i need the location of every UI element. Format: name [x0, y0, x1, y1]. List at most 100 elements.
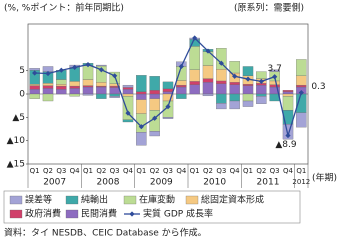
x-tick-label: Q3	[270, 167, 280, 175]
x-tick-label: Q2	[43, 167, 53, 175]
bar-segment	[122, 89, 134, 95]
bar-segment	[82, 93, 94, 96]
gdp-marker	[98, 67, 104, 73]
gdp-marker	[245, 76, 251, 82]
gdp-marker	[138, 124, 144, 130]
bar-segment	[189, 69, 200, 82]
bar-segment	[242, 93, 254, 102]
bar-segment	[136, 91, 147, 95]
gdp-marker	[285, 132, 291, 139]
bar-segment	[269, 69, 280, 72]
legend-swatch	[65, 209, 79, 219]
legend-swatch	[9, 209, 23, 219]
bar-segment	[42, 88, 54, 95]
bar-segment	[189, 46, 200, 70]
bar-segment	[136, 93, 147, 100]
bar-segment	[229, 61, 240, 74]
gdp-marker	[125, 110, 131, 116]
gdp-marker	[178, 63, 184, 70]
gdp-marker	[298, 90, 304, 96]
gdp-marker	[85, 62, 91, 68]
x-tick-label: Q2	[256, 167, 266, 175]
bar-segment	[176, 80, 187, 86]
bar-segment	[149, 131, 160, 137]
bar-segment	[269, 84, 280, 88]
x-tick-label: Q4	[123, 167, 134, 175]
bar-segment	[29, 93, 40, 99]
x-tick-label: Q2	[150, 167, 160, 175]
bar-segment	[162, 117, 174, 119]
annotation: 3.7	[268, 64, 282, 74]
bar-segment	[282, 96, 294, 111]
bar-segment	[122, 93, 134, 97]
bar-segment	[42, 66, 54, 72]
annotation: 0.3	[311, 82, 325, 92]
year-label: 2012	[292, 178, 310, 186]
y-tick-label: ▲10	[7, 136, 26, 146]
x-tick-label: Q4	[70, 167, 81, 175]
gdp-marker	[232, 73, 238, 79]
x-tick-label: Q1	[296, 167, 306, 175]
x-tick-label: Q1	[83, 167, 93, 175]
bar-segment	[189, 81, 200, 85]
bar-segment	[242, 84, 254, 86]
legend-label: 総固定資本形成	[201, 194, 264, 206]
bar-segment	[56, 85, 67, 90]
bar-segment	[176, 84, 187, 88]
bar-segment	[69, 85, 80, 89]
legend-box	[3, 190, 301, 224]
x-tick-label: Q4	[176, 167, 187, 175]
bar-segment	[189, 84, 200, 95]
bar-segment	[202, 65, 214, 79]
y-tick-label: 0	[19, 90, 25, 100]
bar-segment	[296, 75, 307, 86]
bar-segment	[29, 84, 40, 86]
bar-segment	[122, 119, 134, 123]
bar-segment	[69, 93, 80, 97]
year-label: 2011	[257, 178, 280, 188]
x-tick-label: Q4	[230, 167, 241, 175]
bar-segment	[136, 132, 147, 146]
year-label: 2010	[203, 178, 226, 188]
bar-segment	[202, 78, 214, 83]
bar-segment	[296, 84, 307, 88]
y-tick-label: ▲15	[7, 160, 25, 170]
bar-segment	[162, 88, 174, 92]
legend-label: 民間消費	[81, 208, 117, 220]
legend-marker	[129, 211, 135, 217]
legend-swatch	[185, 195, 199, 205]
bar-segment	[29, 68, 40, 71]
x-axis-label: (年期)	[312, 172, 337, 184]
bar-segment	[282, 91, 294, 95]
gdp-marker	[218, 60, 224, 66]
bar-segment	[256, 84, 267, 95]
year-label: 2009	[150, 178, 173, 188]
gdp-marker	[112, 73, 118, 79]
y-tick-label: 5	[19, 66, 25, 76]
bar-segment	[29, 85, 40, 90]
bar-segment	[256, 71, 267, 79]
bar-segment	[149, 98, 160, 111]
bar-segment	[42, 93, 54, 102]
x-tick-label: Q3	[110, 167, 120, 175]
x-tick-label: Q1	[243, 167, 253, 175]
bar-segment	[282, 124, 294, 140]
bar-segment	[282, 90, 294, 92]
bar-segment	[242, 100, 254, 107]
bar-segment	[109, 87, 120, 95]
legend-swatch	[65, 195, 79, 205]
x-tick-label: Q3	[56, 167, 66, 175]
bar-segment	[69, 81, 80, 87]
bar-segment	[56, 89, 67, 95]
bar-segment	[56, 79, 67, 85]
bar-segment	[69, 88, 80, 95]
gdp-marker	[58, 67, 64, 73]
bar-segment	[176, 93, 187, 99]
x-tick-label: Q4	[283, 167, 294, 175]
bar-segment	[109, 96, 120, 98]
bar-segment	[149, 76, 160, 91]
gdp-marker	[72, 64, 78, 70]
gdp-marker	[192, 35, 198, 41]
y-axis-label: (%, %ポイント：前年同期比)	[4, 2, 124, 14]
x-tick-label: Q3	[163, 167, 173, 175]
